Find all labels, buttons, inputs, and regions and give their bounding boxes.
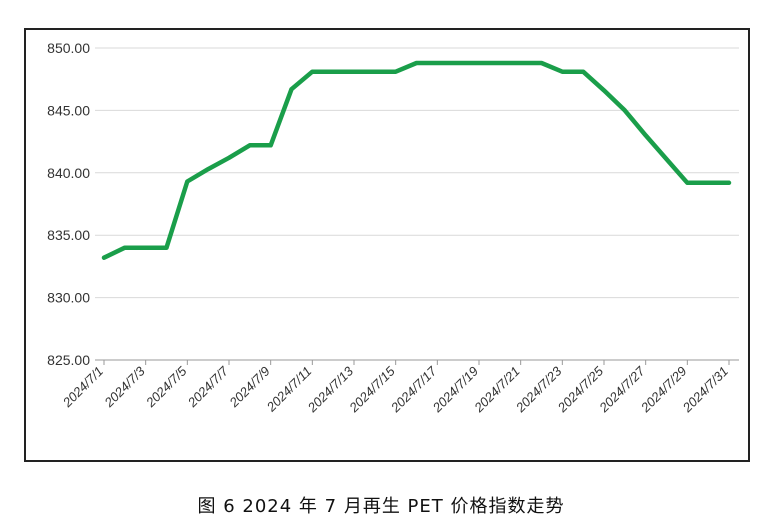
x-tick-label: 2024/7/29 [637, 364, 689, 416]
x-tick-label: 2024/7/1 [59, 364, 106, 411]
y-tick-label: 835.00 [47, 227, 90, 243]
series-line [101, 60, 732, 260]
chart-frame: 825.00 830.00 835.00 840.00 845.00 850.00 2024… [24, 28, 750, 462]
figure-caption: 图 6 2024 年 7 月再生 PET 价格指数走势 [197, 496, 565, 517]
y-tick-label: 840.00 [47, 165, 90, 181]
y-tick-label: 830.00 [47, 290, 90, 306]
y-tick-label: 850.00 [47, 40, 90, 56]
x-tick-label: 2024/7/3 [101, 363, 149, 411]
y-tick-label: 845.00 [47, 102, 90, 118]
x-tick-label: 2024/7/7 [184, 363, 232, 411]
x-tick-label: 2024/7/19 [429, 364, 481, 416]
x-tick-label: 2024/7/21 [471, 364, 523, 416]
line-chart: 825.00 830.00 835.00 840.00 845.00 850.00 2024… [47, 40, 739, 416]
y-tick-label: 825.00 [47, 352, 90, 368]
x-tick-label: 2024/7/31 [679, 364, 731, 416]
x-tick-label: 2024/7/5 [142, 363, 190, 411]
